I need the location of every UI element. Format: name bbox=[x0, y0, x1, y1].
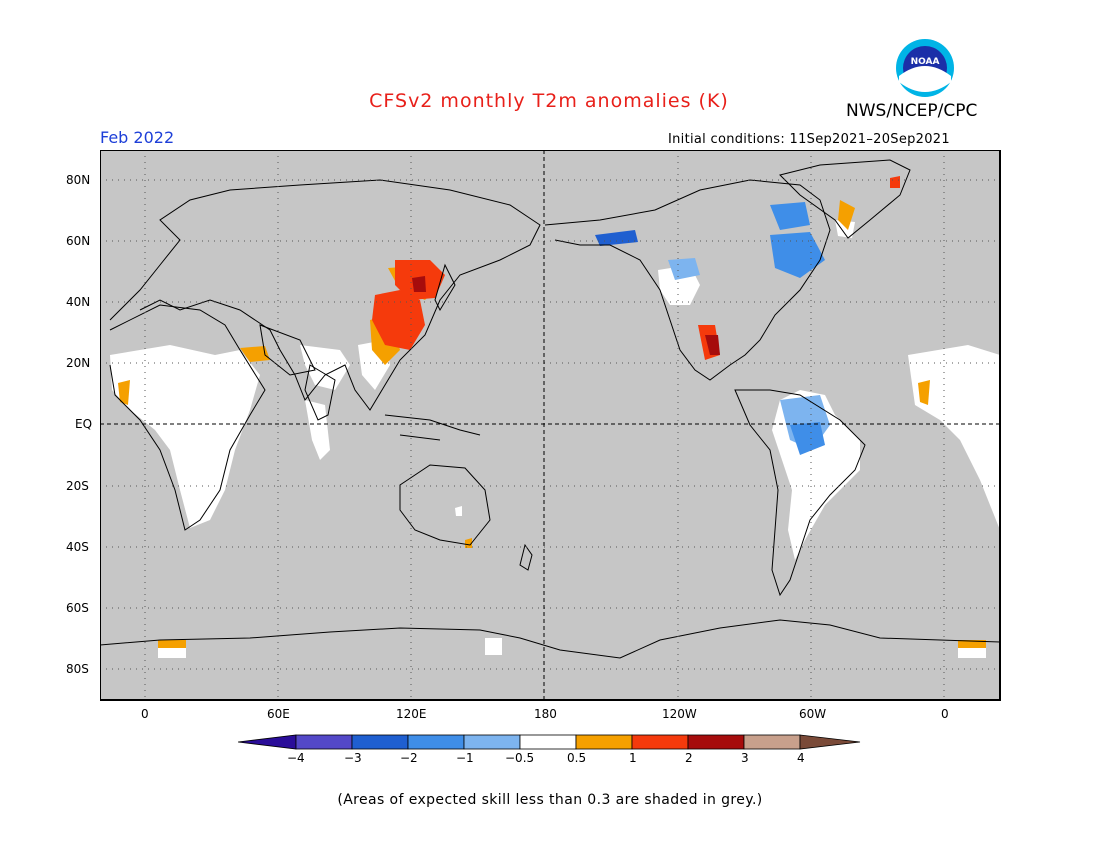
graticule bbox=[100, 150, 1000, 700]
lat-label: 60S bbox=[66, 601, 89, 615]
coastlines bbox=[100, 159, 1000, 659]
colorbar-tick-label: −2 bbox=[400, 751, 418, 765]
colorbar-tick-label: −1 bbox=[456, 751, 474, 765]
colorbar-tick-label: 4 bbox=[797, 751, 805, 765]
neutral-anomaly-regions bbox=[110, 220, 1000, 658]
lon-label: 60E bbox=[267, 707, 290, 721]
colorbar-tick-label: 0.5 bbox=[567, 751, 587, 765]
colorbar-tick-label: 3 bbox=[741, 751, 749, 765]
warm-anomaly-darkred bbox=[412, 276, 720, 355]
colorbar bbox=[238, 734, 861, 750]
colorbar-tick-label: −3 bbox=[344, 751, 362, 765]
lon-label: 0 bbox=[141, 707, 149, 721]
logo-text: NOAA bbox=[911, 57, 940, 67]
lat-label: 80S bbox=[66, 662, 89, 676]
lat-label: 40S bbox=[66, 540, 89, 554]
lat-label: 20S bbox=[66, 479, 89, 493]
lat-label: EQ bbox=[75, 417, 93, 431]
valid-month-label: Feb 2022 bbox=[100, 128, 175, 147]
anomaly-map bbox=[100, 150, 1001, 701]
initial-conditions-label: Initial conditions: 11Sep2021–20Sep2021 bbox=[668, 132, 950, 147]
colorbar-tick-label: 2 bbox=[685, 751, 693, 765]
lon-label: 120W bbox=[662, 707, 697, 721]
lat-label: 40N bbox=[66, 295, 91, 309]
cool-anomaly-blue bbox=[770, 202, 825, 455]
lat-label: 80N bbox=[66, 173, 91, 187]
lat-label: 20N bbox=[66, 356, 91, 370]
lon-label: 60W bbox=[799, 707, 827, 721]
chart-title: CFSv2 monthly T2m anomalies (K) bbox=[369, 90, 729, 112]
noaa-logo: NOAA bbox=[895, 38, 955, 102]
map-frame bbox=[100, 150, 1001, 701]
colorbar-tick-label: 1 bbox=[629, 751, 637, 765]
colorbar-tick-label: −4 bbox=[287, 751, 305, 765]
lon-label: 120E bbox=[396, 707, 427, 721]
lon-label: 180 bbox=[534, 707, 557, 721]
lon-label: 0 bbox=[941, 707, 949, 721]
organization-label: NWS/NCEP/CPC bbox=[846, 101, 978, 121]
cool-anomaly-darkblue bbox=[595, 230, 638, 246]
footnote: (Areas of expected skill less than 0.3 a… bbox=[337, 792, 763, 808]
lat-label: 60N bbox=[66, 234, 91, 248]
colorbar-tick-label: −0.5 bbox=[505, 751, 535, 765]
